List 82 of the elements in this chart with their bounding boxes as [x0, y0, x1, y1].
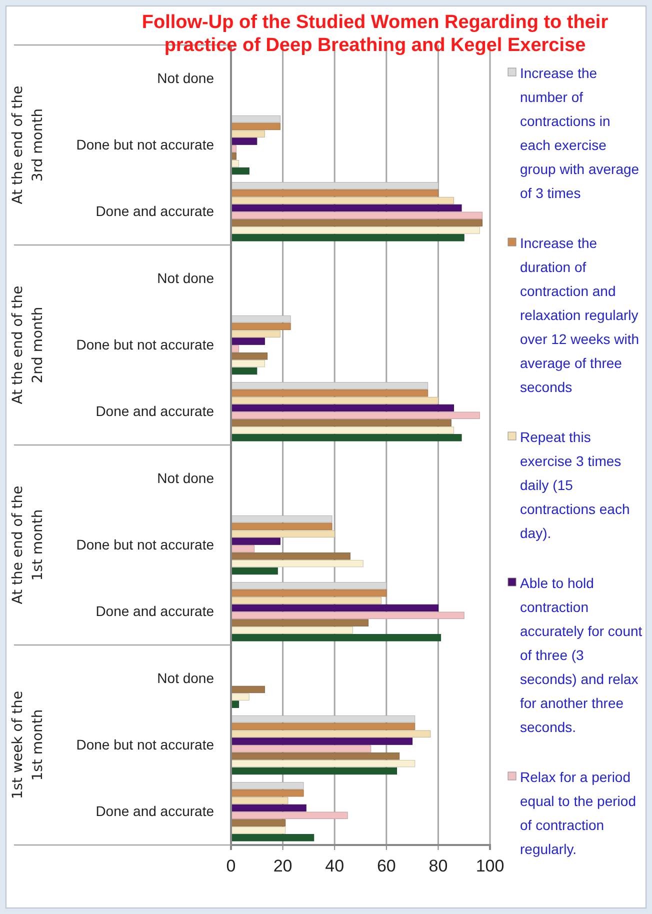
- chart-title: Follow-Up of the Studied Women Regarding to their practice of Deep Breathing and Kegel Exercise: [142, 12, 609, 56]
- bar: [230, 138, 258, 145]
- bar: [230, 790, 304, 797]
- bar: [230, 522, 332, 530]
- bar: [230, 796, 288, 804]
- legend-label: Increase the duration of contraction and relaxation regularly over 12 weeks with average of three seconds: [520, 235, 640, 395]
- bar: [230, 619, 369, 626]
- bar: [230, 604, 438, 612]
- text: At the end of the 3rd month: [10, 86, 46, 204]
- bar: [230, 552, 350, 560]
- y-tick-label: Done and accurate: [96, 803, 214, 820]
- bar: [230, 167, 250, 175]
- bar: [230, 560, 364, 568]
- bar: [230, 752, 400, 760]
- bar: [230, 190, 438, 197]
- legend-label: Increase the number of contractions in each exercise group with average of 3 times: [520, 65, 640, 201]
- bar: [230, 434, 462, 442]
- x-tick-label: 20: [273, 856, 292, 876]
- bar: [230, 330, 280, 338]
- legend-label: Able to hold contraction accurately for count of three (3 seconds) and relax for another three seconds.: [520, 575, 642, 735]
- bar: [230, 812, 348, 819]
- bar: [230, 612, 464, 619]
- bar: [230, 122, 280, 130]
- bar: [230, 360, 265, 368]
- bar: [230, 745, 372, 752]
- bar: [230, 730, 431, 738]
- legend-label: Relax for a period equal to the period of contraction regularly.: [520, 769, 636, 857]
- bar: [230, 234, 464, 242]
- bar: [230, 390, 428, 397]
- bar: [230, 396, 438, 404]
- bar: [230, 196, 454, 204]
- x-tick-label: 60: [376, 856, 396, 876]
- bar: [230, 626, 353, 634]
- bar: [230, 760, 416, 768]
- text: At the end of the 2nd month: [10, 286, 46, 404]
- bar: [230, 404, 454, 412]
- y-tick-label: Done but not accurate: [76, 536, 214, 552]
- bar: [230, 767, 398, 775]
- y-tick-label: Done but not accurate: [76, 736, 214, 752]
- text: 1st week of the 1st month: [10, 690, 46, 800]
- bar: [230, 693, 250, 700]
- bar: [230, 204, 462, 212]
- y-tick-label: Not done: [157, 470, 214, 486]
- bar: [230, 338, 265, 345]
- y-tick-label: Not done: [157, 70, 214, 86]
- bar: [230, 419, 452, 426]
- bar: [230, 412, 480, 419]
- y-tick-label: Done and accurate: [96, 203, 214, 220]
- bar: [230, 226, 480, 234]
- x-tick-label: 40: [325, 856, 344, 876]
- bar: [230, 590, 387, 597]
- y-tick-label: Done and accurate: [96, 403, 214, 420]
- y-tick-label: Done and accurate: [96, 603, 214, 620]
- y-tick-label: Done but not accurate: [76, 336, 214, 352]
- bar: [230, 804, 306, 812]
- bar: [230, 219, 482, 226]
- bar: [230, 545, 255, 552]
- x-tick-label: 100: [476, 856, 504, 876]
- bar: [230, 834, 314, 842]
- y-tick-label: Done but not accurate: [76, 136, 214, 152]
- bar: [230, 322, 291, 330]
- bar: [230, 352, 268, 360]
- legend-label: Repeat this exercise 3 times daily (15 contractions each day).: [520, 429, 630, 541]
- bar: [230, 212, 482, 219]
- bar: [230, 738, 413, 745]
- bar: [230, 826, 286, 834]
- bar: [230, 596, 382, 604]
- bar: [230, 130, 265, 138]
- bar: [230, 530, 335, 538]
- bar: [230, 567, 278, 575]
- bar: [230, 634, 442, 642]
- bar: [230, 426, 454, 434]
- y-tick-label: Not done: [157, 670, 214, 686]
- bar: [230, 722, 416, 730]
- bar: [230, 538, 280, 545]
- y-tick-label: Not done: [157, 270, 214, 286]
- x-tick-label: 80: [428, 856, 448, 876]
- text: At the end of the 1st month: [10, 486, 46, 604]
- bar: [230, 367, 258, 375]
- bar: [230, 686, 265, 694]
- x-tick-label: 0: [226, 856, 236, 876]
- bar: [230, 819, 286, 826]
